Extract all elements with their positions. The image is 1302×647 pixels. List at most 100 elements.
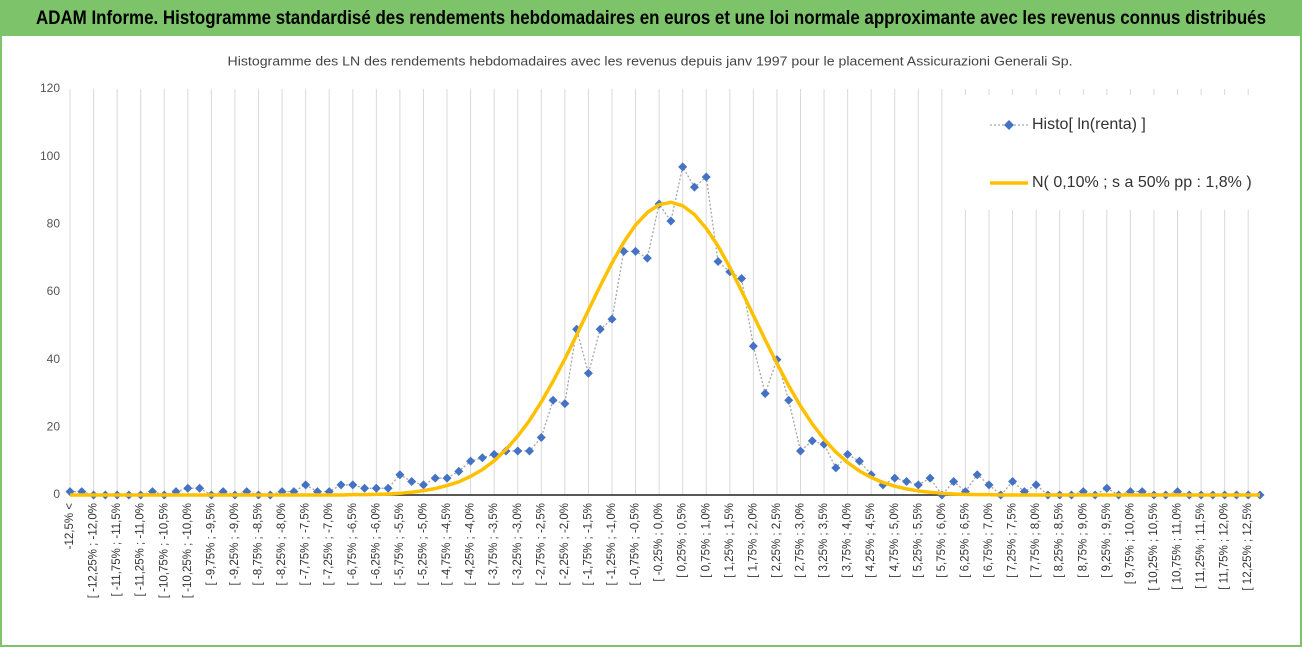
marker (642, 253, 652, 263)
marker (560, 399, 570, 409)
x-tick-label: [ -9,75% ; -9,5% (205, 503, 217, 585)
x-tick-label: [ 5,25% ; 5,5% (912, 503, 924, 578)
x-tick-label: [ 11,75% ; 12,0% (1219, 503, 1231, 590)
x-tick-label: [ 7,75% ; 8,0% (1030, 503, 1042, 578)
x-tick-label: [ 0,25% ; 0,5% (677, 503, 689, 578)
marker (902, 476, 912, 486)
x-tick-label: [ 10,25% ; 10,5% (1148, 503, 1160, 591)
legend-box (962, 95, 1290, 210)
marker (477, 453, 487, 463)
marker (407, 476, 417, 486)
marker (583, 368, 593, 378)
marker (548, 395, 558, 405)
x-tick-label: [ 1,75% ; 2,0% (747, 503, 759, 578)
chart-title: Histogramme des LN des rendements hebdom… (228, 53, 1073, 68)
legend-label: N( 0,10% ; s a 50% pp : 1,8% ) (1032, 174, 1252, 191)
marker (1031, 480, 1041, 490)
x-tick-label: [ -1,75% ; -1,5% (582, 503, 594, 585)
marker (784, 395, 794, 405)
x-tick-label: [ 1,25% ; 1,5% (724, 503, 736, 578)
marker (395, 470, 405, 480)
marker (183, 483, 193, 493)
x-tick-label: [ -12,25% ; -12,0% (88, 503, 100, 598)
marker (807, 436, 817, 446)
marker (831, 463, 841, 473)
x-tick-label: [ 8,25% ; 8,5% (1054, 503, 1066, 578)
x-tick-label: [ -11,75% ; -11,5% (111, 503, 123, 597)
x-tick-label: [ -8,25% ; -8,0% (276, 503, 288, 585)
y-tick-label: 20 (47, 420, 61, 434)
x-tick-label: [ -3,25% ; -3,0% (512, 503, 524, 585)
marker (890, 473, 900, 483)
y-tick-label: 0 (53, 487, 60, 501)
x-tick-label: [ -0,25% ; 0,0% (653, 503, 665, 582)
x-tick-label: -12,5% < (64, 503, 76, 550)
y-tick-label: 120 (40, 81, 60, 95)
legend-marker (1004, 120, 1014, 130)
x-tick-label: [ -9,25% ; -9,0% (229, 503, 241, 585)
marker (466, 456, 476, 466)
marker (442, 473, 452, 483)
legend-label: Histo[ ln(renta) ] (1032, 116, 1146, 133)
x-tick-label: [ 4,25% ; 4,5% (865, 503, 877, 578)
marker (536, 432, 546, 442)
marker (701, 172, 711, 182)
x-tick-label: [ 2,25% ; 2,5% (771, 503, 783, 578)
x-tick-label: [ -7,25% ; -7,0% (323, 503, 335, 585)
marker (1008, 476, 1018, 486)
marker (760, 389, 770, 398)
marker (925, 473, 935, 483)
y-tick-label: 80 (47, 217, 61, 231)
y-tick-label: 40 (47, 352, 61, 366)
marker (525, 446, 535, 456)
x-tick-label: [ -4,25% ; -4,0% (465, 503, 477, 585)
x-tick-label: [ 9,25% ; 9,5% (1101, 503, 1113, 578)
marker (383, 483, 393, 493)
x-tick-label: [ -10,25% ; -10,0% (182, 503, 194, 598)
marker (418, 480, 428, 490)
marker (984, 480, 994, 490)
x-tick-label: [ -0,75% ; -0,5% (630, 503, 642, 585)
x-tick-label: [ -6,75% ; -6,5% (347, 503, 359, 585)
marker (689, 182, 699, 192)
x-tick-label: [ -5,25% ; -5,0% (417, 503, 429, 585)
x-tick-label: [ 9,75% ; 10,0% (1124, 503, 1136, 584)
marker (430, 473, 440, 483)
x-tick-label: [ -8,75% ; -8,5% (253, 503, 265, 585)
x-tick-label: [ 6,75% ; 7,0% (983, 503, 995, 578)
x-tick-label: [ -11,25% ; -11,0% (135, 503, 147, 597)
x-tick-label: [ 3,75% ; 4,0% (842, 503, 854, 578)
marker (301, 480, 311, 490)
x-tick-label: [ 3,25% ; 3,5% (818, 503, 830, 578)
marker (843, 449, 853, 459)
y-tick-label: 60 (47, 284, 61, 298)
x-tick-label: [ -3,75% ; -3,5% (488, 503, 500, 585)
x-tick-label: [ -7,75% ; -7,5% (300, 503, 312, 585)
marker (678, 162, 688, 172)
y-tick-label: 100 (40, 149, 60, 163)
marker (913, 480, 923, 490)
x-tick-label: [ 7,25% ; 7,5% (1007, 503, 1019, 578)
x-tick-label: [ 10,75% ; 11,0% (1172, 503, 1184, 590)
legend: Histo[ ln(renta) ] N( 0,10% ; s a 50% pp … (962, 95, 1290, 210)
marker (737, 273, 747, 283)
x-tick-label: [ -1,25% ; -1,0% (606, 503, 618, 585)
marker (348, 480, 358, 490)
marker (1102, 483, 1112, 493)
marker (631, 246, 641, 256)
marker (748, 341, 758, 351)
marker (513, 446, 523, 456)
x-tick-label: [ 2,75% ; 3,0% (795, 503, 807, 578)
marker (972, 470, 982, 480)
x-tick-label: [ -5,75% ; -5,5% (394, 503, 406, 585)
marker (854, 456, 864, 466)
banner (0, 0, 1302, 36)
marker (607, 314, 617, 324)
x-tick-label: [ 8,75% ; 9,0% (1077, 503, 1089, 578)
x-tick-label: [ -10,75% ; -10,5% (158, 503, 170, 598)
banner-title: ADAM Informe. Histogramme standardisé de… (36, 8, 1266, 29)
marker (454, 466, 464, 476)
x-tick-label: [ -4,75% ; -4,5% (441, 503, 453, 585)
marker (360, 483, 370, 493)
